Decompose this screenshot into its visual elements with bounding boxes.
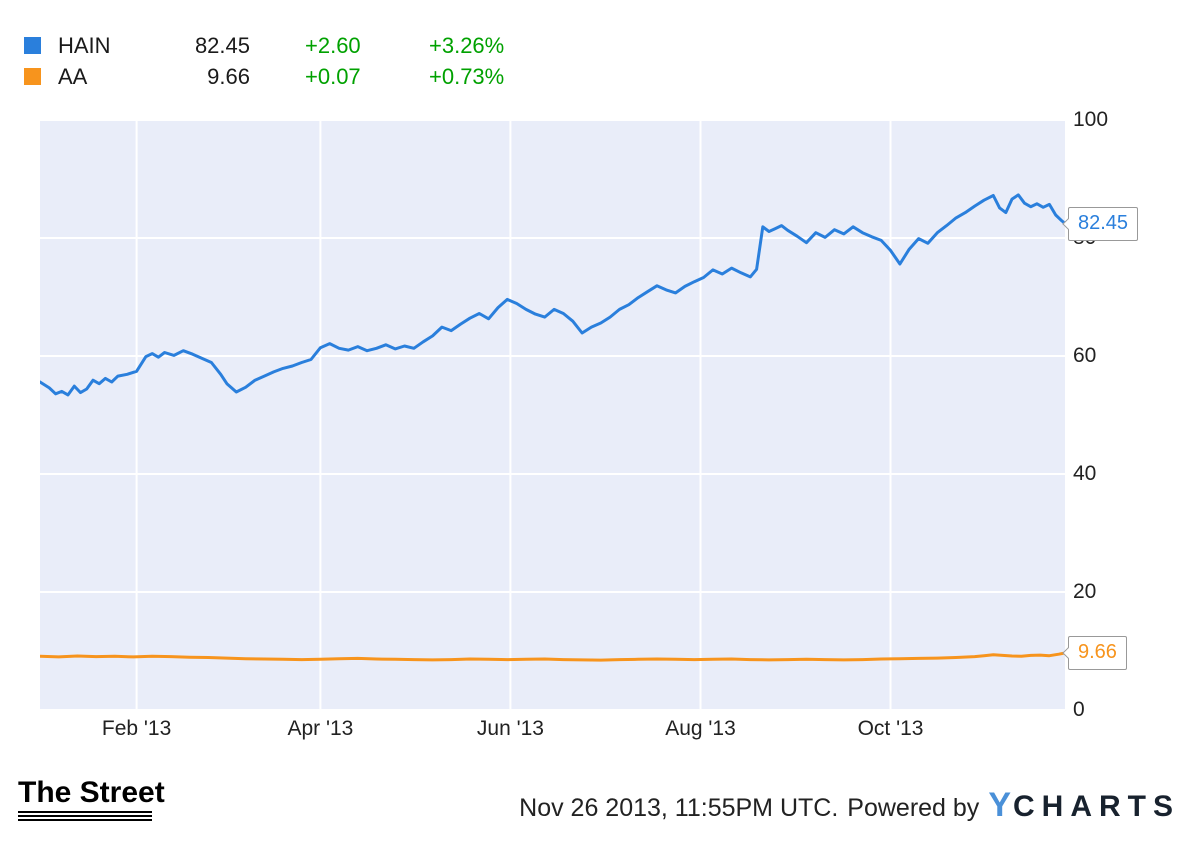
plot-area [40,120,1065,710]
aa-price: 9.66 [207,63,250,89]
hain-series-swatch-icon [24,37,41,54]
y-tick-label-40: 40 [1073,462,1097,485]
ycharts-logo-y: Y [988,786,1013,824]
thestreet-logo-stripes [18,811,152,821]
footer-attribution: Nov 26 2013, 11:55PM UTC. Powered by YCH… [519,786,1180,825]
aa-last-price-tag: 9.66 [1062,636,1127,670]
legend-row-aa: AA 9.66 +0.07 +0.73% [24,61,530,92]
hain-symbol: HAIN [58,32,111,58]
ycharts-logo-charts: CHARTS [1013,790,1180,823]
price-chart-svg [40,120,1065,710]
footer: The Street Nov 26 2013, 11:55PM UTC. Pow… [0,772,1200,836]
x-tick-label: Jun '13 [476,717,544,740]
y-tick-label-100: 100 [1073,108,1109,131]
x-tick-label: Oct '13 [857,717,924,740]
y-tick-label-0: 0 [1073,698,1085,721]
x-tick-label: Aug '13 [665,717,736,740]
powered-by-label: Powered by [847,794,980,822]
x-tick-label: Feb '13 [101,717,172,740]
legend: HAIN 82.45 +2.60 +3.26% AA 9.66 +0.07 +0… [24,30,530,92]
legend-row-hain: HAIN 82.45 +2.60 +3.26% [24,30,530,61]
thestreet-logo: The Street [18,776,165,821]
hain-price: 82.45 [194,32,250,58]
aa-change-pct: +0.73% [429,63,505,89]
thestreet-logo-text: The Street [18,776,165,809]
timestamp: Nov 26 2013, 11:55PM UTC. [519,794,839,822]
aa-change: +0.07 [305,63,361,89]
y-tick-label-60: 60 [1073,344,1097,367]
hain-change: +2.60 [305,32,361,58]
x-tick-label: Apr '13 [287,717,354,740]
y-tick-label-20: 20 [1073,580,1097,603]
aa-series-swatch-icon [24,68,41,85]
hain-last-price-tag: 82.45 [1062,206,1139,241]
ycharts-logo: YCHARTS [988,786,1180,825]
hain-change-pct: +3.26% [429,32,505,58]
aa-symbol: AA [58,63,88,89]
